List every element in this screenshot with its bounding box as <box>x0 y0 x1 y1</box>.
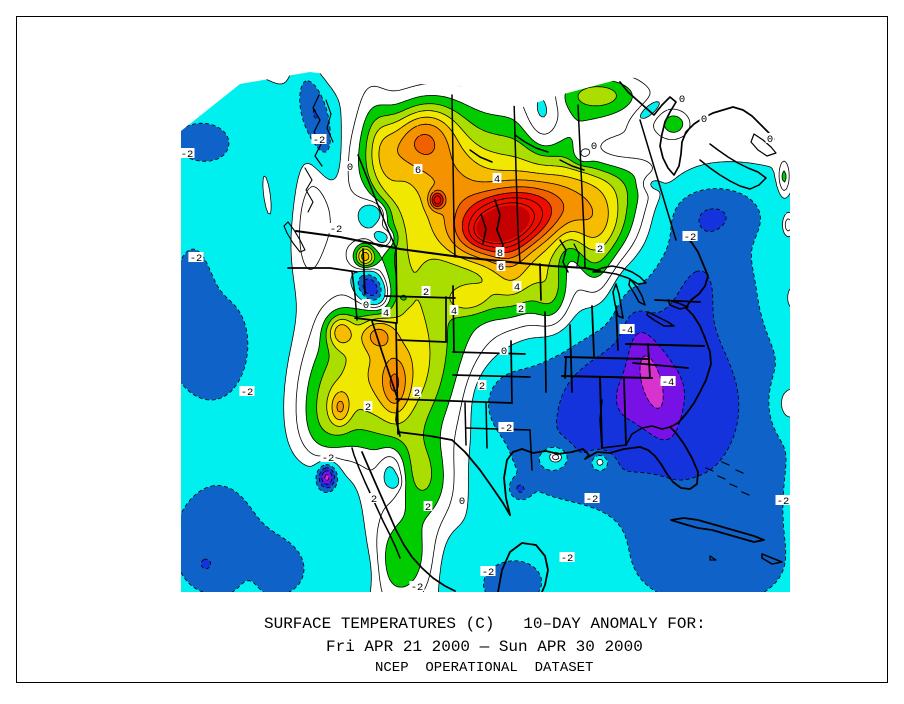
svg-text:4: 4 <box>451 306 457 318</box>
svg-text:-2: -2 <box>586 494 599 506</box>
svg-text:0: 0 <box>501 346 507 358</box>
svg-text:2: 2 <box>425 502 431 514</box>
svg-text:-2: -2 <box>482 567 495 579</box>
svg-text:-2: -2 <box>241 387 254 399</box>
svg-text:0: 0 <box>459 496 465 508</box>
svg-text:0: 0 <box>767 134 773 146</box>
svg-text:-2: -2 <box>500 423 513 435</box>
svg-text:8: 8 <box>497 248 503 260</box>
svg-text:4: 4 <box>514 282 520 294</box>
svg-text:0: 0 <box>347 162 353 174</box>
svg-text:2: 2 <box>479 381 485 393</box>
svg-text:-2: -2 <box>190 253 203 265</box>
svg-text:-2: -2 <box>777 496 790 508</box>
svg-text:-2: -2 <box>684 232 697 244</box>
svg-text:-4: -4 <box>662 377 675 389</box>
svg-text:-2: -2 <box>313 135 326 147</box>
svg-text:0: 0 <box>363 300 369 312</box>
svg-text:2: 2 <box>597 244 603 256</box>
svg-text:2: 2 <box>518 304 524 316</box>
svg-text:2: 2 <box>371 494 377 506</box>
svg-text:6: 6 <box>415 165 421 177</box>
svg-text:-4: -4 <box>621 325 634 337</box>
svg-text:-2: -2 <box>330 224 343 236</box>
svg-text:-2: -2 <box>322 453 335 465</box>
svg-text:2: 2 <box>423 287 429 299</box>
svg-text:2: 2 <box>365 402 371 414</box>
svg-text:0: 0 <box>591 141 597 153</box>
svg-text:0: 0 <box>701 114 707 126</box>
svg-text:4: 4 <box>383 308 389 320</box>
svg-text:-2: -2 <box>561 553 574 565</box>
svg-text:2: 2 <box>414 388 420 400</box>
svg-text:6: 6 <box>498 262 504 274</box>
svg-text:0: 0 <box>679 94 685 106</box>
svg-text:-2: -2 <box>181 149 194 161</box>
svg-text:-2: -2 <box>411 582 424 594</box>
svg-text:4: 4 <box>494 174 500 186</box>
